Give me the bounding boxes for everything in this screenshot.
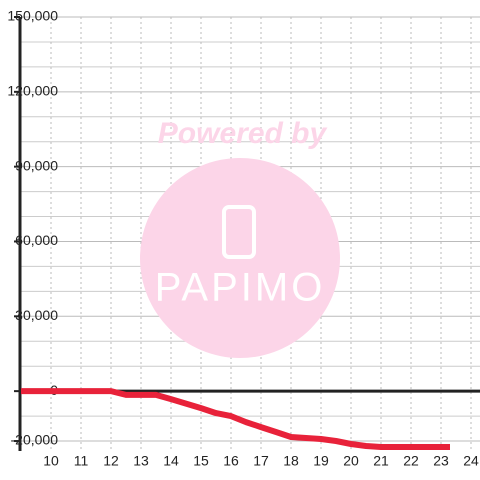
x-tick-label: 21 <box>373 453 389 469</box>
x-tick-label: 10 <box>43 453 59 469</box>
x-tick-label: 22 <box>403 453 419 469</box>
x-tick-label: 16 <box>223 453 239 469</box>
x-tick-label: 18 <box>283 453 299 469</box>
y-tick-label: 60,000 <box>15 232 58 248</box>
x-tick-label: 15 <box>193 453 209 469</box>
x-tick-label: 11 <box>74 453 89 469</box>
y-tick-label: -20,000 <box>11 432 59 448</box>
watermark-brand: PAPIMO <box>155 266 326 310</box>
x-tick-label: 20 <box>343 453 359 469</box>
x-tick-label: 13 <box>133 453 149 469</box>
x-tick-label: 17 <box>253 453 269 469</box>
x-tick-label: 14 <box>163 453 179 469</box>
x-tick-label: 23 <box>433 453 449 469</box>
y-tick-label: 90,000 <box>15 157 58 173</box>
watermark-top: Powered by <box>158 117 328 150</box>
y-tick-label: 150,000 <box>7 8 58 24</box>
x-tick-label: 19 <box>313 453 329 469</box>
y-tick-label: 30,000 <box>15 307 58 323</box>
x-tick-label: 24 <box>463 453 479 469</box>
x-tick-label: 12 <box>103 453 119 469</box>
watermark-icon <box>222 205 256 259</box>
watermark: Powered by PAPIMO <box>140 117 340 358</box>
data-line <box>21 388 450 450</box>
y-tick-label: 120,000 <box>7 83 58 99</box>
